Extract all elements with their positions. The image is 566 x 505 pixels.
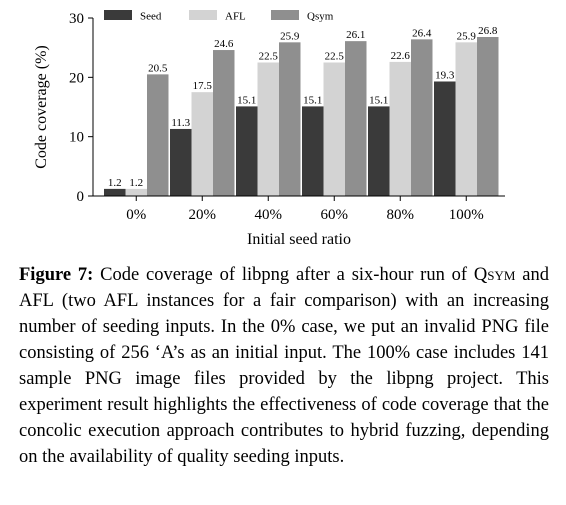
bar-qsym-4 [411,39,433,196]
bar-qsym-5 [477,36,499,197]
bar-seed-3 [302,106,324,196]
value-label: 22.5 [259,51,279,63]
x-axis-label: Initial seed ratio [247,231,351,248]
x-tick-label: 100% [449,207,484,223]
legend-swatch-qsym [271,10,299,20]
figure-caption: Figure 7: Code coverage of libpng after … [19,262,549,470]
bar-seed-2 [236,106,258,196]
value-label: 19.3 [435,69,455,81]
x-tick-label: 60% [321,207,349,223]
x-tick-label: 20% [189,207,217,223]
value-label: 20.5 [148,62,168,74]
legend-swatch-afl [189,10,217,20]
value-label: 15.1 [237,94,256,106]
bar-qsym-3 [345,41,367,196]
value-label: 26.8 [478,25,498,37]
caption-text-1: Code coverage of libpng after a six-hour… [93,265,474,285]
y-tick-label: 20 [69,70,84,86]
value-label: 25.9 [280,30,300,42]
x-ticks-group: 0% 20% 40% 60% 80% 100% [126,196,484,223]
legend-label-afl: AFL [225,11,246,23]
bar-seed-4 [368,106,390,196]
bar-qsym-0 [147,74,169,196]
value-label: 26.4 [412,27,432,39]
y-tick-label: 10 [69,130,84,146]
bar-afl-1 [191,92,213,196]
coverage-bar-chart: 1.2 1.220.511.317.524.615.122.525.915.122… [33,10,505,248]
bar-seed-1 [170,128,192,196]
value-label: 11.3 [171,117,190,129]
bar-qsym-2 [279,42,301,197]
value-label: 25.9 [457,30,477,42]
value-label: 26.1 [346,29,365,41]
bar-afl-5 [455,42,477,197]
value-label: 15.1 [369,94,388,106]
y-tick-label: 0 [77,189,85,205]
y-ticks-group: 0 10 20 30 [69,11,93,205]
bar-seed-0 [104,188,126,196]
bar-afl-3 [323,62,345,196]
y-axis-label: Code coverage (%) [33,45,50,169]
bars-group [104,36,499,197]
value-label: 15.1 [303,94,322,106]
x-tick-label: 0% [126,207,146,223]
y-tick-label: 30 [69,11,84,27]
value-labels-group: 1.2 1.220.511.317.524.615.122.525.915.122… [108,25,498,189]
caption-text-2: and AFL (two AFL instances for a fair co… [19,265,549,467]
x-tick-label: 40% [255,207,283,223]
value-label: 22.6 [391,50,411,62]
value-label: 1.2 [129,177,143,189]
value-label: 1.2 [108,177,122,189]
value-label: 24.6 [214,38,234,50]
bar-afl-4 [389,61,411,197]
legend-label-seed: Seed [140,11,162,23]
legend-label-qsym: Qsym [307,11,334,23]
caption-qsym: Qsym [473,265,516,285]
bar-afl-2 [257,62,279,196]
bar-afl-0 [125,188,147,196]
value-label: 22.5 [325,51,345,63]
x-tick-label: 80% [387,207,415,223]
value-label: 17.5 [193,80,213,92]
bar-qsym-1 [213,50,235,196]
bar-seed-5 [434,81,456,196]
caption-label: Figure 7: [19,265,94,285]
legend: Seed AFL Qsym [104,10,334,23]
legend-swatch-seed [104,10,132,20]
